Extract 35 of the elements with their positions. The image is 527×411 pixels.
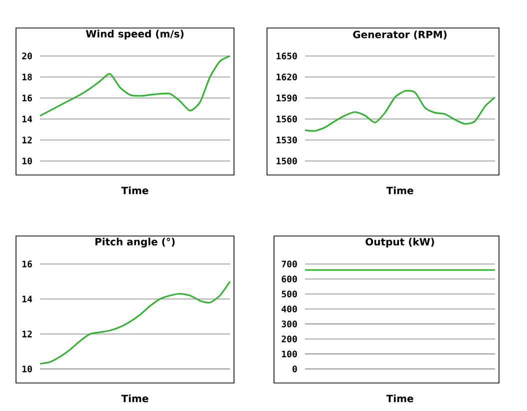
y-tick-label: 600 xyxy=(282,276,297,282)
x-axis-title: Time xyxy=(121,394,148,402)
y-tick-label: 700 xyxy=(282,260,297,268)
y-tick-label: 0 xyxy=(292,366,297,372)
y-tick-label: 1590 xyxy=(276,94,297,102)
chart-title: Output (kW) xyxy=(366,238,434,248)
y-tick-label: 1530 xyxy=(276,136,297,144)
chart-title: Pitch angle (°) xyxy=(95,238,175,248)
y-tick-label: 10 xyxy=(22,366,32,372)
line-series xyxy=(39,55,231,117)
chart-title: Wind speed (m/s) xyxy=(86,30,184,40)
chart-title: Generator (RPM) xyxy=(353,30,447,40)
y-tick-label: 12 xyxy=(22,136,32,144)
y-tick-label: 1560 xyxy=(276,116,297,122)
y-tick-label: 20 xyxy=(22,52,32,60)
x-axis-title: Time xyxy=(386,394,414,402)
y-tick-label: 14 xyxy=(22,116,32,122)
line-series xyxy=(304,90,496,132)
y-tick-label: 400 xyxy=(282,306,297,312)
x-axis-title: Time xyxy=(386,186,414,194)
y-tick-label: 18 xyxy=(22,74,32,80)
y-tick-label: 1650 xyxy=(276,52,297,60)
y-tick-label: 10 xyxy=(22,158,32,164)
y-tick-label: 1500 xyxy=(276,158,297,164)
y-tick-label: 1620 xyxy=(276,74,297,80)
y-tick-label: 16 xyxy=(22,260,32,268)
x-axis-title: Time xyxy=(121,186,148,194)
line-series xyxy=(39,280,231,365)
y-tick-label: 200 xyxy=(282,336,297,342)
y-tick-label: 12 xyxy=(22,330,32,338)
y-tick-label: 500 xyxy=(282,290,297,298)
y-tick-label: 100 xyxy=(282,350,297,358)
y-tick-label: 16 xyxy=(22,94,32,102)
y-tick-label: 300 xyxy=(282,320,297,328)
y-tick-label: 14 xyxy=(22,296,32,302)
